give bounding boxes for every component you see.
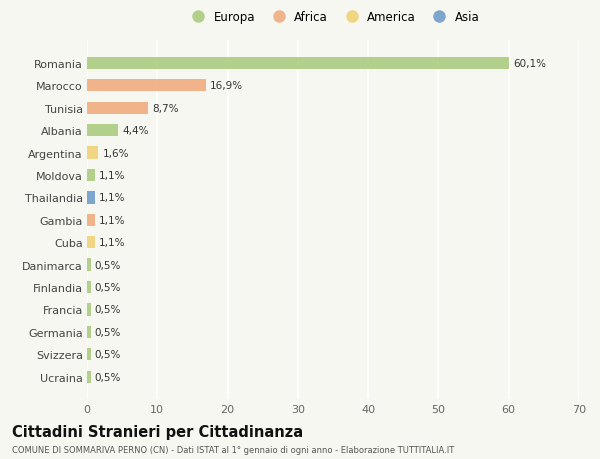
Text: 4,4%: 4,4%	[122, 126, 149, 136]
Text: 0,5%: 0,5%	[95, 282, 121, 292]
Bar	[87, 281, 91, 294]
Text: Cittadini Stranieri per Cittadinanza: Cittadini Stranieri per Cittadinanza	[12, 425, 303, 440]
Bar	[87, 192, 95, 204]
Text: 8,7%: 8,7%	[152, 103, 179, 113]
Text: 60,1%: 60,1%	[514, 59, 547, 69]
Bar	[87, 348, 91, 361]
Bar	[87, 80, 206, 92]
Bar	[87, 236, 95, 249]
Bar	[87, 147, 98, 159]
Text: 1,6%: 1,6%	[103, 148, 129, 158]
Text: 0,5%: 0,5%	[95, 327, 121, 337]
Bar	[87, 169, 95, 182]
Bar	[87, 259, 91, 271]
Text: 0,5%: 0,5%	[95, 372, 121, 382]
Bar	[87, 371, 91, 383]
Text: COMUNE DI SOMMARIVA PERNO (CN) - Dati ISTAT al 1° gennaio di ogni anno - Elabora: COMUNE DI SOMMARIVA PERNO (CN) - Dati IS…	[12, 445, 454, 454]
Bar	[87, 214, 95, 226]
Bar	[87, 102, 148, 115]
Bar	[87, 304, 91, 316]
Bar	[87, 125, 118, 137]
Text: 0,5%: 0,5%	[95, 350, 121, 359]
Bar	[87, 57, 509, 70]
Text: 1,1%: 1,1%	[99, 193, 125, 203]
Text: 0,5%: 0,5%	[95, 260, 121, 270]
Text: 1,1%: 1,1%	[99, 171, 125, 180]
Text: 16,9%: 16,9%	[210, 81, 243, 91]
Text: 1,1%: 1,1%	[99, 215, 125, 225]
Bar	[87, 326, 91, 338]
Text: 1,1%: 1,1%	[99, 238, 125, 248]
Legend: Europa, Africa, America, Asia: Europa, Africa, America, Asia	[182, 6, 484, 28]
Text: 0,5%: 0,5%	[95, 305, 121, 315]
